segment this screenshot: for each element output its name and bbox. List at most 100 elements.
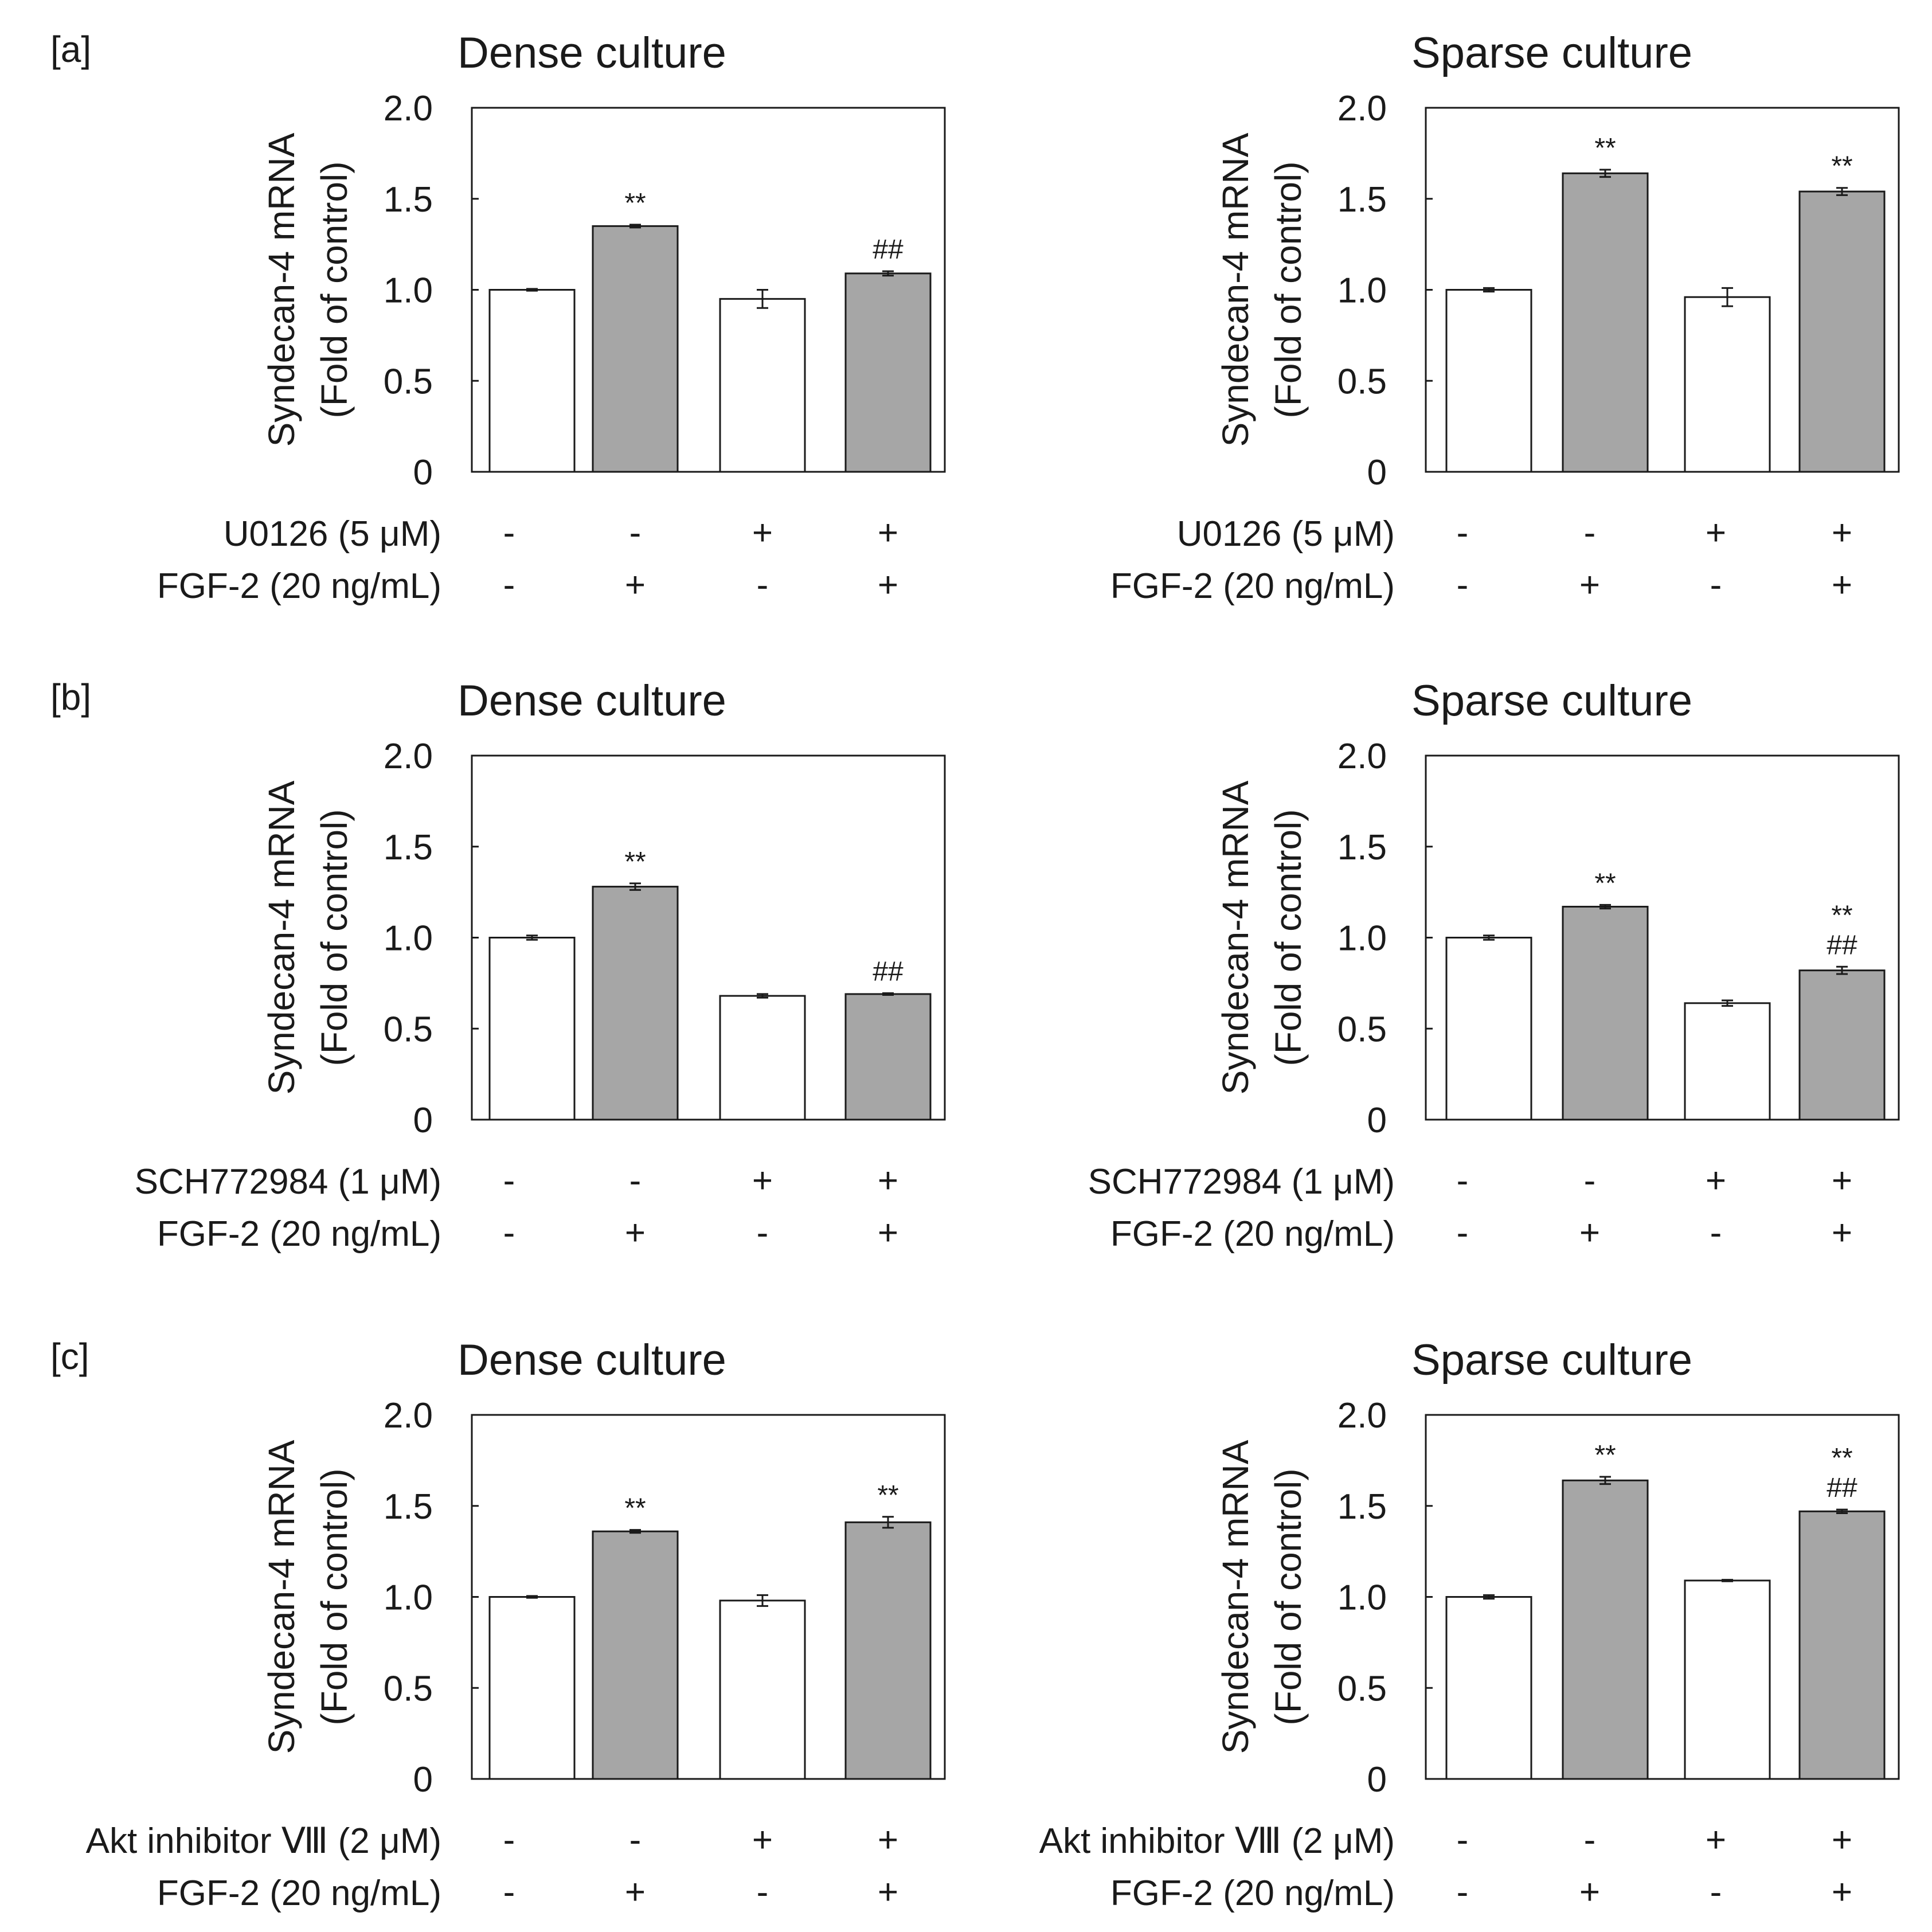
error-bar (882, 1516, 894, 1529)
bar (844, 1521, 932, 1780)
bar (1445, 937, 1532, 1121)
condition-sign: - (503, 1161, 515, 1200)
condition-sign: + (878, 1213, 898, 1253)
condition-sign: - (1710, 565, 1722, 605)
condition-sign: - (757, 1872, 769, 1912)
y-tick-label: 0.5 (1337, 1010, 1387, 1049)
error-bar (757, 993, 768, 999)
row-b: [b] SCH772984 (1 μM) FGF-2 (20 ng/mL) SC… (50, 676, 1852, 1254)
fgf2-label: FGF-2 (20 ng/mL) (157, 566, 441, 606)
bar (719, 995, 806, 1121)
significance-hash: ## (873, 956, 904, 987)
condition-sign: - (1584, 1161, 1596, 1200)
significance-star: ** (624, 847, 646, 877)
bar (1445, 1596, 1532, 1780)
bar (844, 993, 932, 1121)
condition-sign: - (503, 1213, 515, 1253)
condition-sign: - (1457, 513, 1469, 553)
significance-hash: ## (1827, 1473, 1857, 1503)
error-bar (526, 934, 538, 941)
bar (488, 1596, 576, 1780)
y-tick-label: 1.5 (384, 180, 433, 220)
condition-sign: - (1457, 565, 1469, 605)
condition-sign: - (629, 1820, 642, 1860)
condition-sign: + (878, 513, 898, 553)
condition-sign: - (503, 1872, 515, 1912)
chart-b-dense: Dense culture Syndecan-4 mRNA (Fold of con… (261, 676, 946, 1140)
bar (488, 289, 576, 473)
condition-sign: + (1706, 513, 1726, 553)
significance-star: ** (624, 188, 646, 218)
bar (1562, 1479, 1649, 1780)
condition-sign: - (1457, 1213, 1469, 1253)
y-tick-label: 2.0 (384, 737, 433, 776)
inhibitor-label: U0126 (5 μM) (1177, 514, 1395, 554)
y-tick-label: 0.5 (1337, 362, 1387, 401)
y-tick-label: 0.5 (1337, 1669, 1387, 1708)
condition-sign: - (503, 565, 515, 605)
y-tick-label: 1.5 (384, 1487, 433, 1527)
significance-star: ** (624, 1493, 646, 1524)
y-tick-label: 0 (413, 453, 433, 492)
significance-hash: ## (873, 234, 904, 265)
plot-frame (1425, 754, 1900, 1121)
condition-sign: + (752, 1820, 773, 1860)
error-bar (1722, 999, 1733, 1007)
y-tick-label: 1.0 (384, 1578, 433, 1618)
condition-sign: + (1832, 1820, 1852, 1860)
fgf2-label: FGF-2 (20 ng/mL) (157, 1874, 441, 1913)
error-bar (1836, 1508, 1848, 1514)
bar (1798, 1510, 1886, 1780)
y-axis-label: Syndecan-4 mRNA (261, 1440, 302, 1754)
y-tick-label: 1.5 (1337, 1487, 1387, 1527)
condition-sign: + (752, 1161, 773, 1200)
condition-sign: + (625, 1872, 646, 1912)
y-tick-label: 2.0 (1337, 1396, 1387, 1436)
y-tick-label: 2.0 (384, 1396, 433, 1436)
condition-sign: - (1710, 1872, 1722, 1912)
y-tick-label: 1.0 (384, 919, 433, 959)
bar (719, 298, 806, 473)
inhibitor-label: U0126 (5 μM) (224, 514, 441, 554)
bar-charts: Dense culture Syndecan-4 mRNA (Fold of con… (261, 29, 1900, 1800)
y-tick-label: 0 (1367, 1101, 1387, 1140)
condition-sign: - (1584, 513, 1596, 553)
y-tick-label: 0.5 (384, 1669, 433, 1708)
condition-sign: - (629, 1161, 642, 1200)
inhibitor-label: Akt inhibitor Ⅷ (2 μM) (86, 1821, 441, 1861)
condition-sign: + (1832, 513, 1852, 553)
y-axis-label: Syndecan-4 mRNA (1215, 132, 1256, 447)
significance-star: ** (1594, 133, 1616, 163)
bar (1562, 906, 1649, 1121)
y-tick-label: 1.5 (1337, 180, 1387, 220)
y-axis-label: (Fold of control) (314, 161, 355, 418)
y-axis-label: Syndecan-4 mRNA (261, 780, 302, 1094)
error-bar (1483, 1594, 1495, 1600)
row-a: [a] U0126 (5 μM) FGF-2 (20 ng/mL) U0126 … (50, 29, 1852, 606)
y-tick-label: 1.5 (384, 828, 433, 867)
fgf2-label: FGF-2 (20 ng/mL) (1110, 566, 1395, 606)
y-axis-label: (Fold of control) (1268, 1468, 1309, 1725)
error-bar (1836, 187, 1848, 196)
bar (1684, 1002, 1771, 1121)
error-bar (1836, 965, 1848, 975)
condition-sign: + (1832, 565, 1852, 605)
chart-title: Dense culture (457, 1336, 726, 1385)
error-bar (629, 882, 641, 891)
y-axis-label: (Fold of control) (314, 809, 355, 1066)
y-tick-label: 0 (1367, 453, 1387, 492)
plot-frame (471, 754, 946, 1121)
condition-sign: - (503, 513, 515, 553)
condition-sign: - (629, 513, 642, 553)
error-bar (1599, 1476, 1611, 1485)
error-bar (1483, 287, 1495, 293)
error-bar (629, 224, 641, 229)
condition-sign: + (1579, 565, 1600, 605)
significance-star: ** (1831, 900, 1852, 930)
y-axis-label: Syndecan-4 mRNA (1215, 780, 1256, 1094)
chart-title: Sparse culture (1411, 29, 1692, 77)
chart-title: Dense culture (457, 676, 726, 725)
bar (844, 272, 932, 473)
chart-title: Sparse culture (1411, 676, 1692, 725)
error-bar (526, 288, 538, 292)
